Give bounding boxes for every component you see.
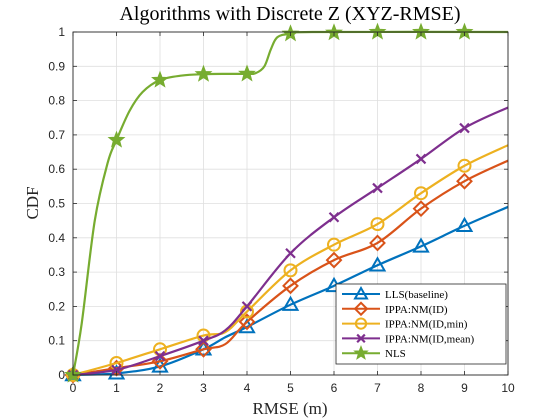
x-data-point-marker xyxy=(111,364,122,376)
triangle-data-point-marker xyxy=(412,237,430,253)
legend-diamond-marker xyxy=(353,301,369,317)
legend-triangle-marker xyxy=(353,286,369,300)
legend-label: IPPA:NM(ID) xyxy=(385,304,448,316)
diamond-data-point-marker xyxy=(151,352,169,370)
x-tick-label: 7 xyxy=(374,381,381,395)
x-tick-label: 9 xyxy=(461,381,468,395)
y-tick-label: 0.8 xyxy=(48,94,65,108)
y-tick-label: 0.9 xyxy=(48,59,65,73)
circle-data-point-marker xyxy=(414,186,428,201)
circle-data-point-marker xyxy=(283,263,298,278)
x-tick-label: 4 xyxy=(244,381,251,395)
diamond-data-point-marker xyxy=(325,251,343,269)
legend: LLS(baseline) IPPA:NM(ID) IPPA:NM(ID,min) I… xyxy=(335,283,507,365)
triangle-data-point-marker xyxy=(368,256,387,272)
x-tick-label: 1 xyxy=(113,381,120,395)
axes-box xyxy=(72,31,509,376)
x-axis-title: RMSE (m) xyxy=(252,399,327,418)
y-tick-label: 0.5 xyxy=(48,197,65,211)
legend-entry: IPPA:NM(ID,mean) xyxy=(342,333,474,345)
x-tick-label: 5 xyxy=(287,381,294,395)
star-data-point-marker xyxy=(238,64,256,82)
legend-entry: LLS(baseline) xyxy=(342,286,448,301)
circle-data-point-marker xyxy=(370,217,385,232)
y-tick-label: 0.1 xyxy=(48,334,65,348)
y-tick-label: 1 xyxy=(58,25,65,39)
legend-circle-marker xyxy=(354,317,368,330)
star-data-point-marker xyxy=(151,70,169,88)
triangle-data-point-marker xyxy=(281,295,300,311)
star-data-point-marker xyxy=(194,64,213,82)
y-tick-label: 0.3 xyxy=(48,265,65,279)
y-axis-title: CDF xyxy=(23,186,42,219)
y-tick-label: 0.4 xyxy=(48,231,65,245)
legend-label: IPPA:NM(ID,mean) xyxy=(385,333,474,345)
legend-label: LLS(baseline) xyxy=(385,289,448,301)
legend-entry: NLS xyxy=(342,344,406,360)
legend-label: IPPA:NM(ID,min) xyxy=(385,319,468,331)
x-tick-label: 10 xyxy=(501,381,515,395)
triangle-data-point-marker xyxy=(455,216,474,233)
legend-x-marker xyxy=(356,333,366,344)
chart-title: Algorithms with Discrete Z (XYZ-RMSE) xyxy=(119,3,460,25)
x-data-point-marker xyxy=(285,247,296,259)
y-tick-label: 0.2 xyxy=(48,299,65,313)
series-line xyxy=(72,144,509,377)
y-tick-label: 0.7 xyxy=(48,128,65,142)
y-tick-label: 0 xyxy=(58,368,65,382)
legend-entry: IPPA:NM(ID) xyxy=(342,301,448,317)
x-data-point-marker xyxy=(241,301,253,312)
x-data-point-marker xyxy=(415,153,427,165)
diamond-data-point-marker xyxy=(412,200,430,218)
x-data-point-marker xyxy=(328,211,340,223)
diamond-data-point-marker xyxy=(282,277,299,295)
legend-label: NLS xyxy=(385,348,406,360)
diamond-data-point-marker xyxy=(238,313,256,331)
x-data-point-marker xyxy=(459,122,470,134)
axes-frame xyxy=(72,31,509,376)
x-data-point-marker xyxy=(198,335,209,346)
tick-labels: 0 1 2 3 4 5 6 7 8 9 10 0 0.1 0.2 0.3 0.4 0.5 0.6 0.7 0.8 0.9… xyxy=(48,25,515,395)
x-data-point-marker xyxy=(154,350,166,362)
legend-star-marker xyxy=(353,344,369,360)
x-tick-label: 6 xyxy=(331,381,338,395)
x-tick-label: 3 xyxy=(200,381,207,395)
x-tick-label: 2 xyxy=(157,381,164,395)
x-tick-label: 8 xyxy=(418,381,425,395)
diamond-data-point-marker xyxy=(195,340,212,358)
circle-data-point-marker xyxy=(327,237,341,252)
diamond-data-point-marker xyxy=(456,172,473,190)
legend-entry: IPPA:NM(ID,min) xyxy=(342,317,468,331)
circle-data-point-marker xyxy=(457,158,472,173)
x-data-point-marker xyxy=(372,182,383,194)
diamond-data-point-marker xyxy=(369,234,386,252)
y-tick-label: 0.6 xyxy=(48,162,65,176)
star-data-point-marker xyxy=(107,130,126,148)
x-tick-label: 0 xyxy=(70,381,77,395)
